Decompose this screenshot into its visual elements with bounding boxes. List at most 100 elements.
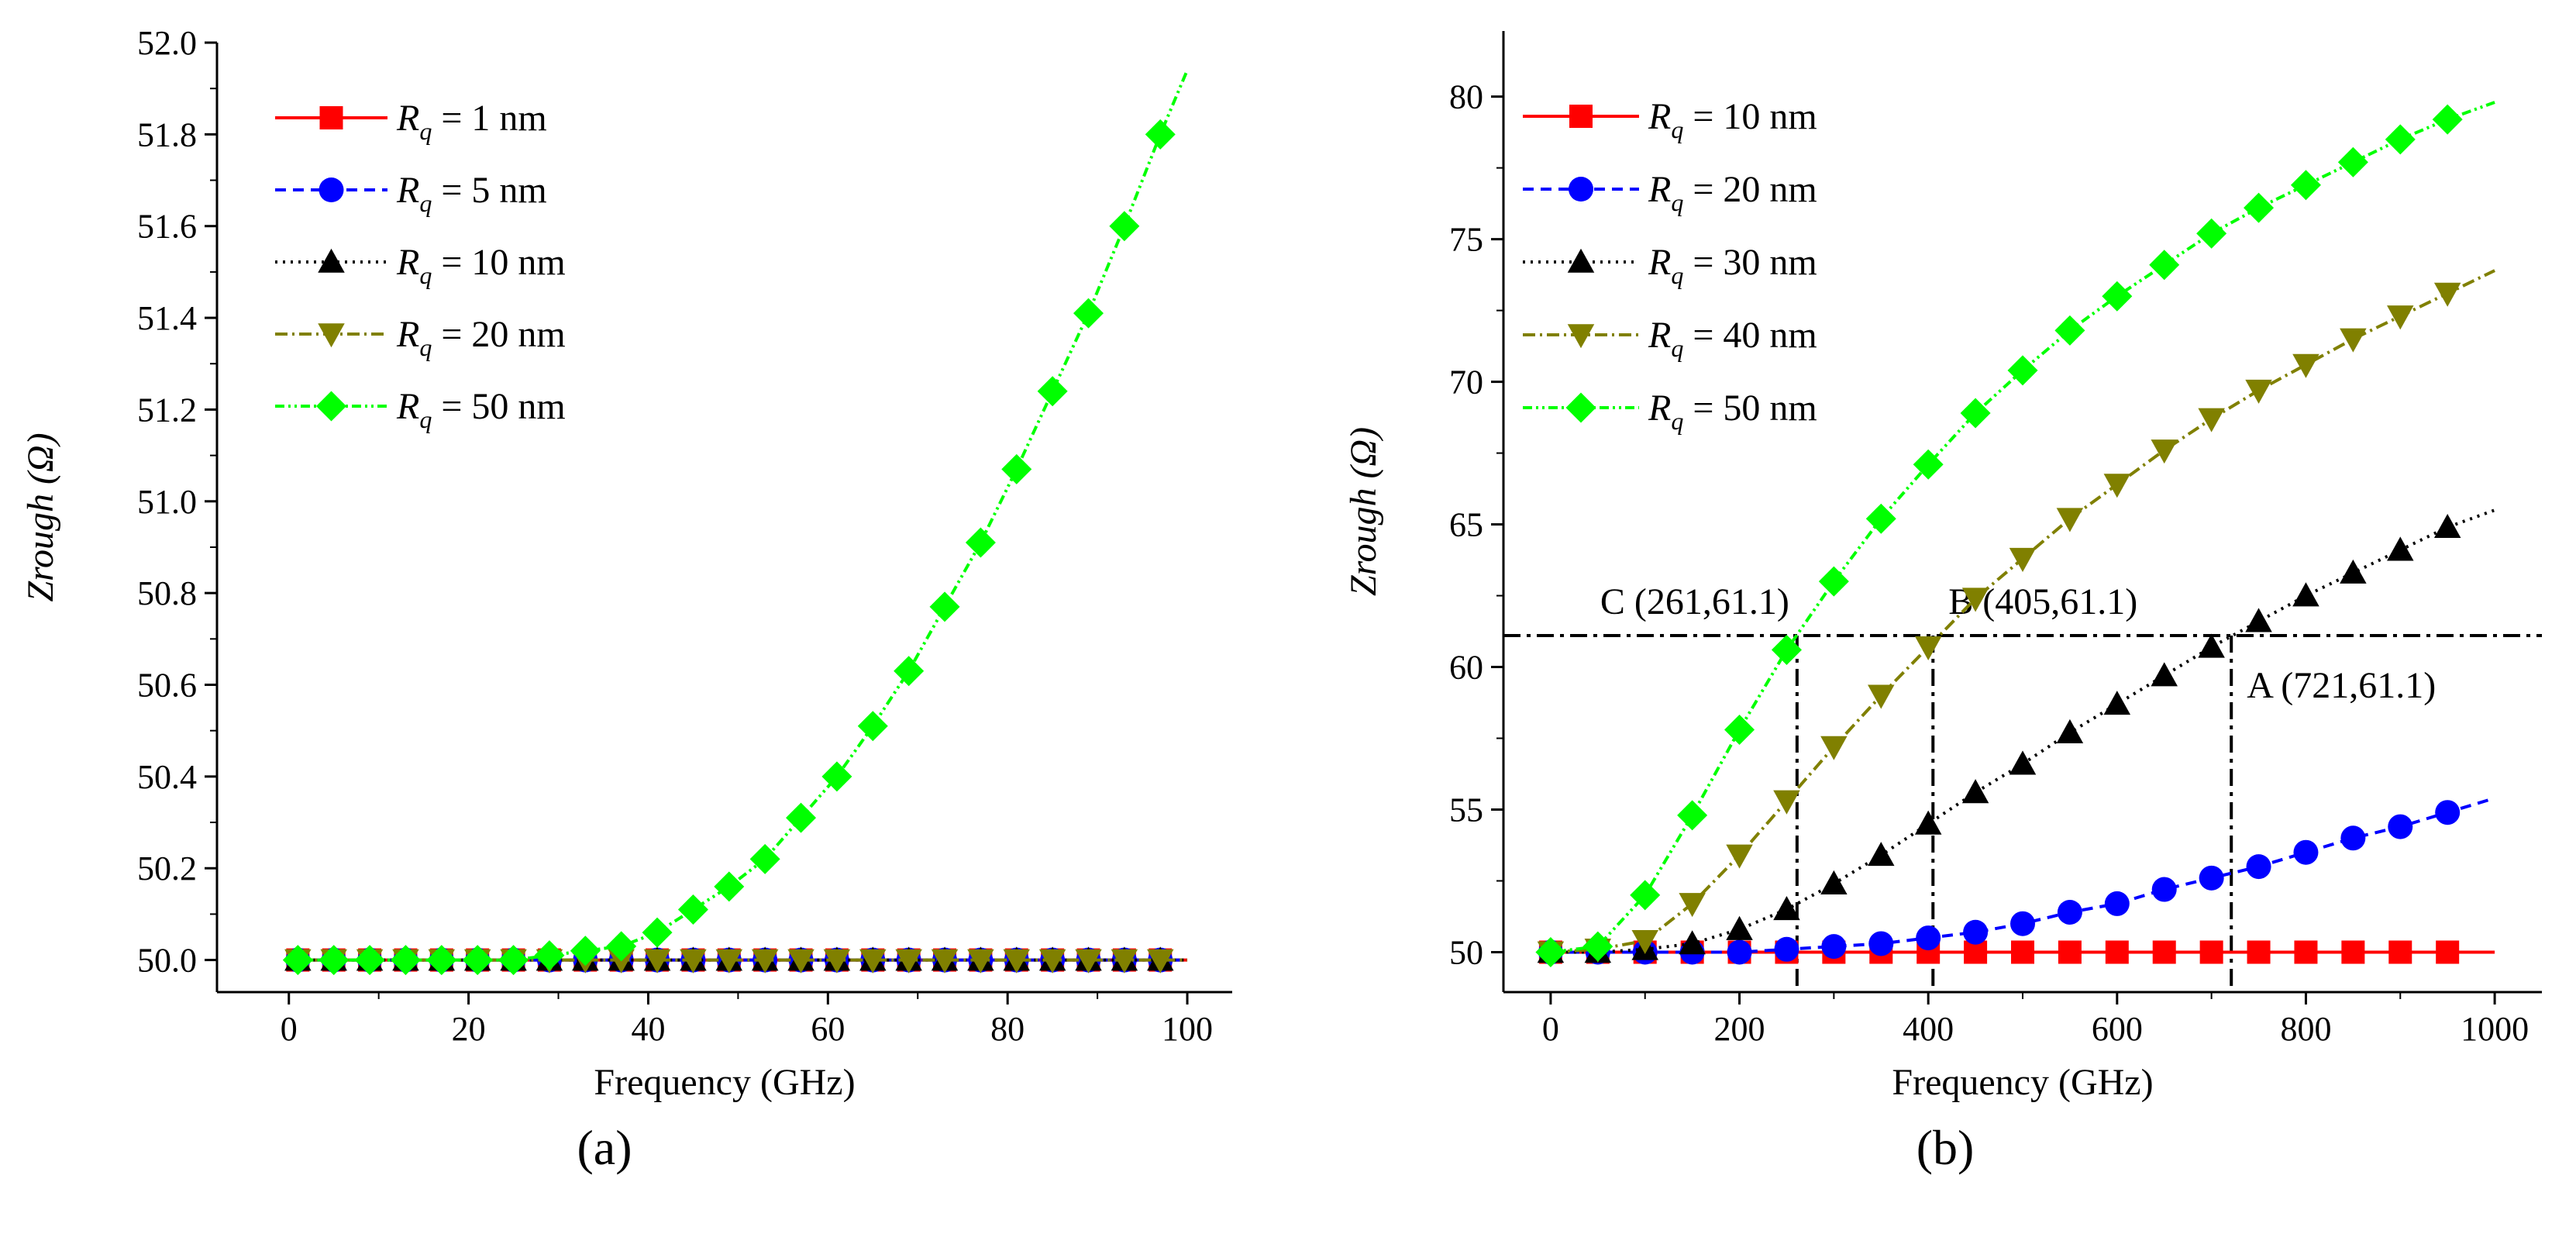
legend-marker xyxy=(1565,392,1596,423)
data-point xyxy=(857,711,888,742)
data-point xyxy=(2340,328,2367,353)
data-point xyxy=(2341,940,2365,964)
legend-marker xyxy=(318,248,345,273)
data-point xyxy=(1868,931,1894,956)
legend-entry-label: Rq = 40 nm xyxy=(1648,315,1817,362)
series-line xyxy=(298,69,1189,962)
x-tick-label: 40 xyxy=(631,1010,665,1048)
data-point xyxy=(1111,949,1138,973)
data-point xyxy=(1726,915,1753,940)
data-point xyxy=(2247,940,2271,964)
data-point xyxy=(390,945,421,976)
data-point xyxy=(1109,211,1140,242)
data-point xyxy=(2007,355,2038,386)
y-tick-label: 75 xyxy=(1449,221,1483,259)
data-point xyxy=(2340,825,2366,851)
data-point xyxy=(2245,608,2272,632)
data-point xyxy=(2149,250,2180,281)
data-point xyxy=(2151,439,2178,464)
data-point xyxy=(787,949,814,973)
data-point xyxy=(354,945,385,976)
data-point xyxy=(1677,800,1708,831)
y-tick-label: 51.0 xyxy=(137,483,197,521)
legend-marker xyxy=(319,106,343,129)
data-point xyxy=(1630,880,1661,911)
legend-entry-label: Rq = 20 nm xyxy=(396,314,566,361)
data-point xyxy=(821,761,852,792)
data-point xyxy=(2433,282,2461,307)
x-tick-label: 600 xyxy=(2092,1010,2143,1048)
data-point xyxy=(2102,281,2133,312)
data-point xyxy=(1003,949,1031,973)
data-point xyxy=(1075,949,1102,973)
data-point xyxy=(1001,453,1032,484)
series-4 xyxy=(1537,269,2495,966)
data-point xyxy=(1913,449,1944,480)
data-point xyxy=(715,949,743,973)
data-point xyxy=(2103,691,2131,715)
data-point xyxy=(1727,939,1752,965)
x-tick-label: 60 xyxy=(811,1010,845,1048)
data-point xyxy=(2433,513,2461,539)
data-point xyxy=(2245,379,2272,404)
data-point xyxy=(2104,891,2130,916)
data-point xyxy=(1679,893,1706,918)
legend-marker xyxy=(1569,177,1593,202)
data-point xyxy=(1868,842,1895,867)
data-point xyxy=(1963,919,1989,945)
data-point xyxy=(319,945,350,976)
data-point xyxy=(2057,899,2082,925)
data-point xyxy=(2151,662,2178,687)
y-axis-title: Zrough (Ω) xyxy=(20,432,61,601)
data-point xyxy=(2198,633,2225,658)
data-point xyxy=(2387,305,2414,330)
data-point xyxy=(1535,936,1566,967)
data-point xyxy=(606,931,637,962)
data-point xyxy=(894,656,925,687)
data-point xyxy=(1773,896,1800,921)
data-point xyxy=(823,949,851,973)
data-point xyxy=(2388,814,2413,839)
data-point xyxy=(2054,315,2085,346)
data-point xyxy=(2151,877,2177,902)
data-point xyxy=(2388,940,2412,964)
data-point xyxy=(2010,911,2035,936)
data-point xyxy=(2244,192,2275,223)
data-point xyxy=(680,949,707,973)
data-point xyxy=(967,949,994,973)
series-5 xyxy=(1535,101,2495,967)
data-point xyxy=(2011,940,2034,964)
x-axis-title: Frequency (GHz) xyxy=(1892,1062,2153,1103)
data-point xyxy=(1724,714,1755,745)
y-tick-label: 51.2 xyxy=(137,391,197,429)
x-tick-label: 20 xyxy=(452,1010,486,1048)
data-point xyxy=(2290,170,2321,201)
data-point xyxy=(1868,684,1895,709)
x-tick-label: 1000 xyxy=(2461,1010,2529,1048)
data-point xyxy=(1821,934,1847,960)
data-point xyxy=(1865,503,1896,534)
y-tick-label: 50.6 xyxy=(137,667,197,705)
data-point xyxy=(931,949,959,973)
data-point xyxy=(462,945,493,976)
data-point xyxy=(1818,566,1849,597)
x-tick-label: 0 xyxy=(1542,1010,1559,1048)
panel-b: 0 200 400 600 800 1000 50 55 60 65 70 75 80 Frequency… xyxy=(1343,31,2542,1175)
legend-marker xyxy=(316,391,346,422)
data-point xyxy=(1961,779,1989,804)
data-point xyxy=(2199,940,2223,964)
legend-entry-label: Rq = 10 nm xyxy=(396,242,566,289)
x-tick-label: 0 xyxy=(281,1010,298,1048)
data-point xyxy=(2199,865,2224,891)
y-tick-label: 60 xyxy=(1449,649,1483,687)
data-point xyxy=(1726,844,1753,869)
data-point xyxy=(2196,218,2227,249)
data-point xyxy=(1774,936,1799,962)
data-point xyxy=(1147,949,1174,973)
panel-a: 0 20 40 60 80 100 50.0 50.2 50.4 50.6 50.8 51.0 51.2… xyxy=(20,24,1232,1175)
data-point xyxy=(643,949,671,973)
x-tick-label: 200 xyxy=(1714,1010,1765,1048)
data-point xyxy=(677,894,708,925)
y-tick-label: 50.0 xyxy=(137,942,197,980)
data-point xyxy=(1679,930,1706,955)
